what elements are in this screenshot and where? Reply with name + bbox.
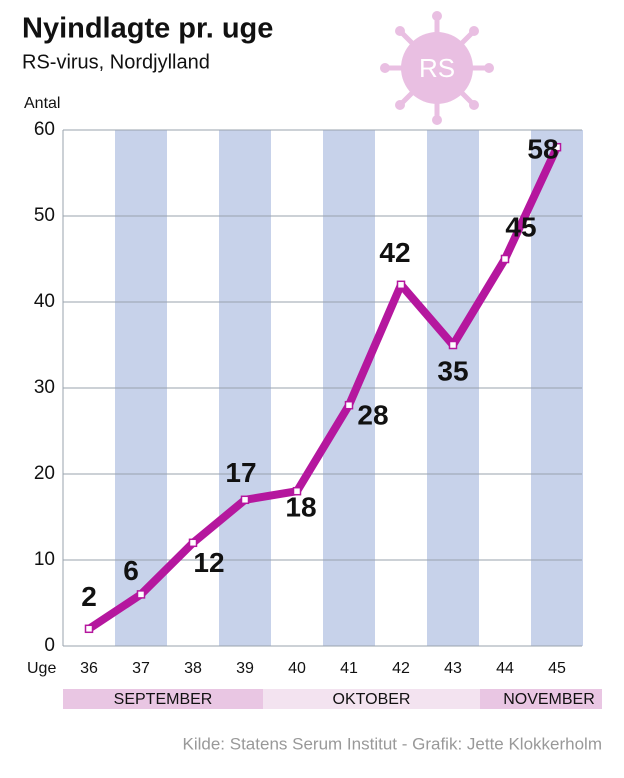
data-label: 6 [123, 555, 139, 586]
data-label: 28 [357, 400, 388, 431]
data-label: 2 [81, 581, 97, 612]
virus-label: RS [419, 53, 455, 83]
x-tick-label: 38 [184, 660, 202, 677]
data-label: 12 [193, 547, 224, 578]
data-label: 45 [505, 211, 536, 242]
month-band [480, 689, 602, 709]
y-tick-label: 50 [34, 205, 55, 226]
data-point [292, 486, 302, 496]
x-tick-label: 43 [444, 660, 462, 677]
data-point [396, 280, 406, 290]
data-point [136, 590, 146, 599]
chart-subtitle: RS-virus, Nordjylland [22, 51, 210, 73]
month-label: OKTOBER [333, 691, 411, 708]
data-point [188, 538, 198, 548]
month-label: NOVEMBER [503, 691, 595, 708]
data-point [240, 495, 250, 505]
y-tick-label: 40 [34, 291, 55, 312]
data-point [448, 340, 458, 350]
data-label: 42 [379, 237, 410, 268]
y-tick-label: 30 [34, 377, 55, 398]
x-tick-label: 36 [80, 660, 98, 677]
x-tick-label: 39 [236, 660, 254, 677]
source: Kilde: Statens Serum Institut - Grafik: … [183, 734, 603, 753]
data-point [84, 624, 94, 634]
y-tick-label: 20 [34, 463, 55, 484]
y-tick-label: 60 [34, 119, 55, 140]
data-label: 58 [527, 134, 558, 165]
y-tick-label: 10 [34, 549, 55, 570]
data-label: 35 [437, 355, 468, 386]
data-label: 18 [285, 492, 316, 523]
virus-icon [380, 11, 494, 125]
data-point [552, 142, 562, 152]
x-tick-label: 45 [548, 660, 566, 677]
month-label: SEPTEMBER [114, 691, 213, 708]
x-axis-title: Uge [27, 660, 56, 677]
x-tick-label: 40 [288, 660, 306, 677]
y-tick-label: 0 [44, 635, 55, 656]
data-point [500, 254, 510, 264]
x-tick-label: 37 [132, 660, 150, 677]
month-band [263, 689, 480, 709]
data-label: 17 [225, 457, 256, 488]
chart-title: Nyindlagte pr. uge [22, 13, 273, 45]
month-band [63, 689, 263, 709]
data-line [85, 143, 561, 633]
x-tick-label: 41 [340, 660, 358, 677]
data-point [344, 400, 354, 410]
x-tick-label: 42 [392, 660, 410, 677]
y-axis-title: Antal [24, 95, 60, 112]
x-tick-label: 44 [496, 660, 514, 677]
